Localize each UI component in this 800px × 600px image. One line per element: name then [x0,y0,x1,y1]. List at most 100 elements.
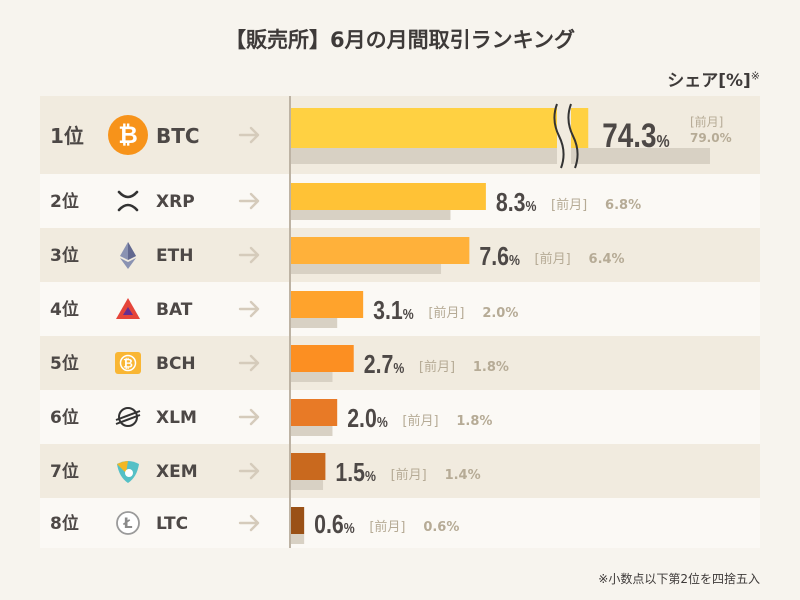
chart-row-btc: 1位 ₿ BTC 74.3%[前月]79.0% [50,103,732,169]
pct-sign: % [656,132,669,152]
prev-label: [前月] [369,519,405,535]
row-background [40,336,760,390]
rank-label: 5位 [50,353,79,374]
unit-note-mark: ※ [750,69,760,83]
prev-label: [前月] [551,197,587,213]
chart-row-bch: 5位 ₿ BCH 2.7% [前月] 1.8% [50,345,509,382]
xrp-icon [117,190,139,212]
unit-label: シェア[%]※ [620,66,760,91]
bar-previous [290,318,338,328]
prev-value: 6.8% [605,198,641,213]
bar-current [290,507,305,534]
ethereum-icon-shade [128,242,136,260]
chart-row-eth: 3位 ETH 7.6% [前月] 6.4% [50,237,625,274]
prev-value: 1.8% [456,414,492,429]
bar-previous [290,480,324,490]
rank-label: 3位 [50,245,79,266]
arrow-icon [238,354,260,372]
prev-value: 6.4% [589,252,625,267]
pct-sign: % [403,306,414,322]
row-background [40,498,760,548]
bitcoin-cash-icon [115,352,141,374]
rank-label: 2位 [50,191,79,212]
arrow-icon [238,462,260,480]
chart-row-xlm: 6位 XLM 2.0% [前月] 1.8% [50,399,492,436]
bar-previous [290,372,333,382]
bar-current [290,399,338,426]
pct-sign: % [509,252,520,268]
tick-label: BCH [156,354,196,374]
arrow-icon [238,300,260,318]
arrow-icon [238,246,260,264]
prev-label: [前月] [419,359,455,375]
pct-sign: % [377,414,388,430]
arrow-icon [238,126,260,144]
bar-previous [290,534,305,544]
prev-value: 79.0% [690,131,732,145]
tick-label: XRP [156,192,195,212]
tick-label: ETH [156,246,193,266]
pct-sign: % [526,198,537,214]
axis-break-gap [557,106,571,168]
chart-row-xrp: 2位 XRP 8.3% [前月] 6.8% [50,183,641,220]
unit-text: シェア[%] [667,71,751,91]
bar-previous [290,264,442,274]
bar-current [290,183,486,210]
rank-label: 7位 [50,461,79,482]
pct-sign: % [393,360,404,376]
stellar-stroke-2 [115,414,141,425]
tick-label: BTC [156,124,200,148]
bitcoin-cash-glyph: ₿ [123,357,133,371]
rank-label: 6位 [50,407,79,428]
prev-value: 1.8% [473,360,509,375]
prev-label: [前月] [535,251,571,267]
pct-sign: % [344,520,355,536]
tick-label: XEM [156,462,198,482]
prev-label: [前月] [391,467,427,483]
row-background [40,390,760,444]
prev-label: [前月] [690,114,723,129]
bar-current [290,108,589,148]
footnote: ※小数点以下第2位を四捨五入 [598,572,760,586]
axis-break-line [567,103,579,169]
prev-label: [前月] [402,413,438,429]
chart-row-ltc: 8位 Ł LTC 0.6% [前月] 0.6% [50,507,459,544]
chart-row-xem: 7位 XEM 1.5% [前月] 1.4% [50,453,481,490]
tick-label: BAT [156,300,193,320]
row-background [40,444,760,498]
bitcoin-icon [108,115,148,155]
arrow-icon [238,408,260,426]
bar-current [290,345,354,372]
bar-previous [290,148,710,164]
axis-break-line [553,103,565,169]
pct-sign: % [365,468,376,484]
litecoin-glyph: Ł [123,516,133,532]
bat-icon-inner [123,307,133,315]
bar-current [290,237,470,264]
prev-value: 2.0% [482,306,518,321]
row-background [40,282,760,336]
prev-label: [前月] [428,305,464,321]
chart-row-bat: 4位 BAT 3.1% [前月] 2.0% [50,291,518,328]
prev-value: 0.6% [423,520,459,535]
nem-icon-gold [117,461,128,473]
bar-current [290,291,364,318]
tick-label: XLM [156,408,197,428]
ethereum-icon-base [120,258,136,269]
litecoin-icon [116,511,140,535]
arrow-icon [238,514,260,532]
tick-label: LTC [156,514,188,534]
prev-value: 1.4% [445,468,481,483]
rank-label: 1位 [50,124,84,148]
rank-label: 8位 [50,513,79,534]
rank-label: 4位 [50,299,79,320]
bitcoin-glyph: ₿ [118,121,138,149]
bar-previous [290,210,451,220]
bar-previous [290,426,333,436]
stellar-stroke-1 [115,410,141,421]
chart-title: 【販売所】6月の月間取引ランキング [225,28,575,52]
bar-current [290,453,326,480]
arrow-icon [238,192,260,210]
nem-icon-dot [125,469,133,477]
